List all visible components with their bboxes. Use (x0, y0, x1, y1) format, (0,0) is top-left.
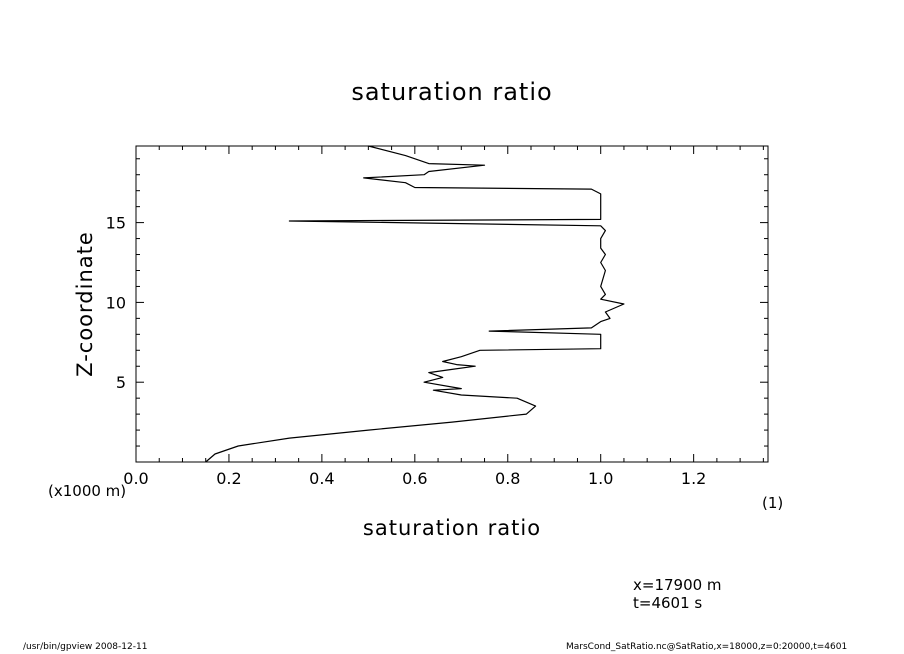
x-tick-label: 1.0 (588, 469, 613, 488)
footer-left: /usr/bin/gpview 2008-12-11 (23, 642, 148, 652)
x-tick-label: 0.6 (402, 469, 427, 488)
x-tick-label: 0.2 (216, 469, 241, 488)
x-tick-label: 1.2 (681, 469, 706, 488)
series-line (205, 145, 625, 463)
footer-right: MarsCond_SatRatio.nc@SatRatio,x=18000,z=… (566, 642, 848, 652)
y-tick-label: 10 (106, 293, 126, 312)
y-axis-label: Z-coordinate (73, 231, 97, 377)
y-tick-label: 15 (106, 214, 126, 233)
time-annotation: t=4601 s (633, 594, 703, 612)
x-axis-label: saturation ratio (362, 516, 542, 540)
y-axis-unit: (x1000 m) (48, 482, 127, 500)
plot-frame (135, 145, 769, 463)
x-axis-unit: (1) (762, 494, 784, 512)
y-tick-label: 5 (116, 373, 126, 392)
chart-title: saturation ratio (351, 78, 553, 106)
x-tick-label: 0.4 (309, 469, 334, 488)
position-annotation: x=17900 m (633, 576, 722, 594)
x-tick-label: 0.0 (123, 469, 148, 488)
x-tick-label: 0.8 (495, 469, 520, 488)
